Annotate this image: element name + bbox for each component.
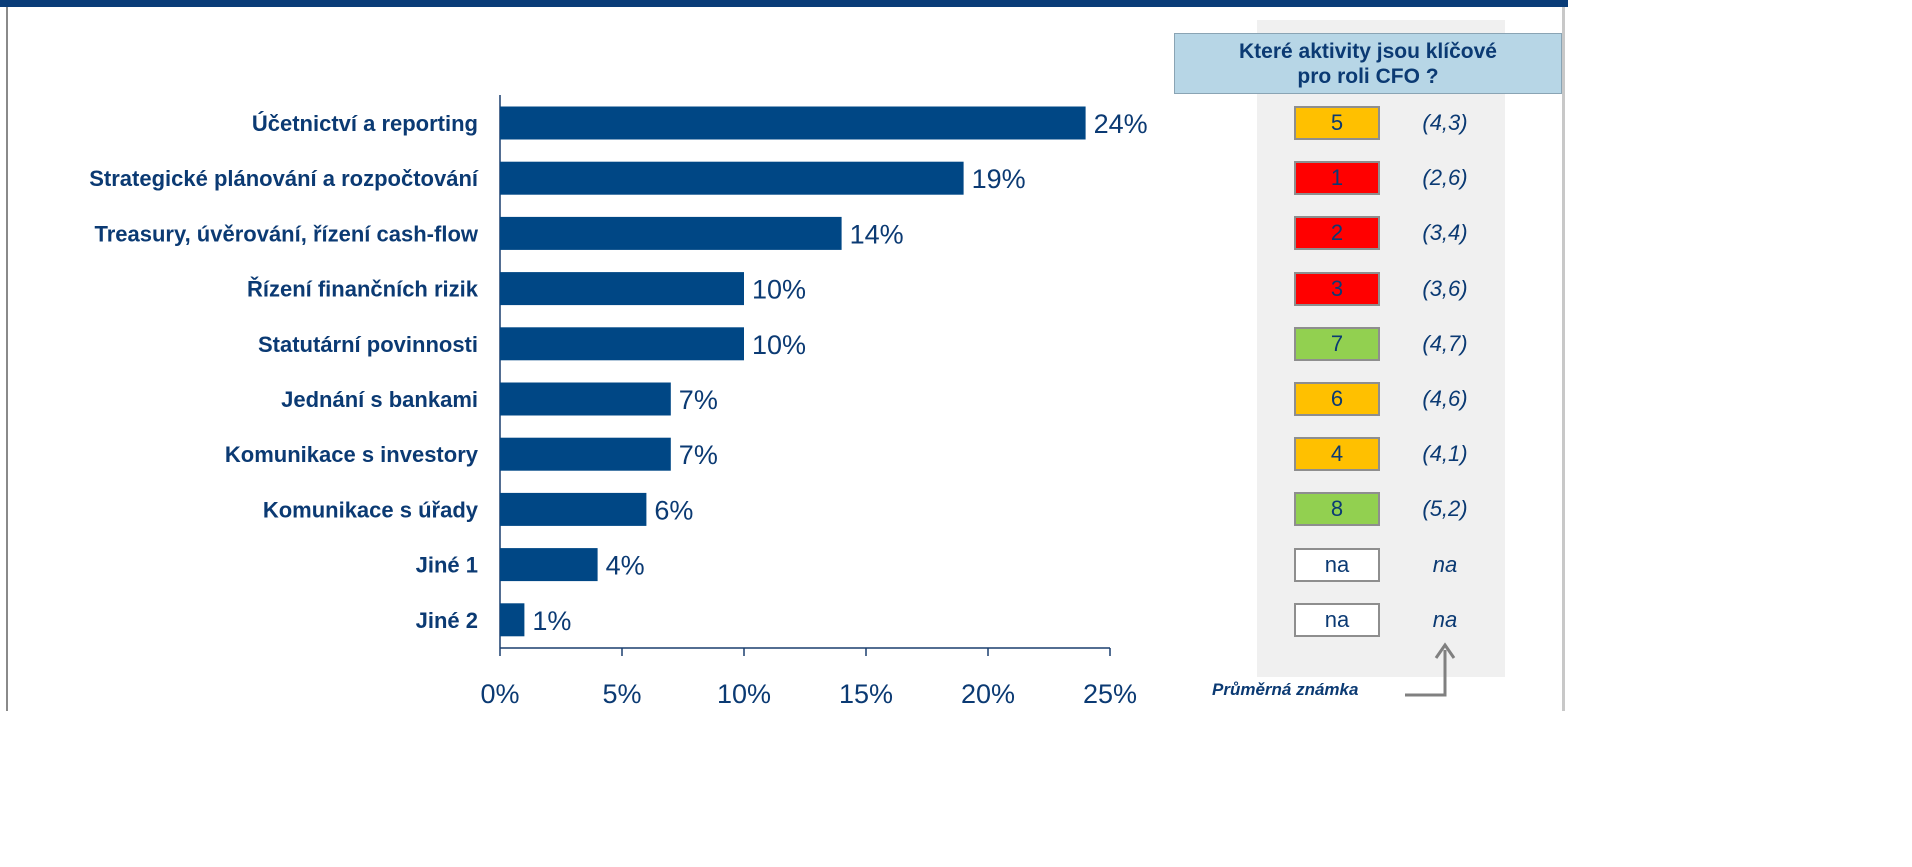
bar-value-label: 7% <box>679 440 718 470</box>
category-label: Řízení finančních rizik <box>247 277 479 302</box>
bar-value-label: 7% <box>679 385 718 415</box>
x-tick-label: 20% <box>961 679 1015 709</box>
average-grade-value: (5,2) <box>1422 496 1468 522</box>
average-grade-value: na <box>1432 606 1458 632</box>
x-tick-label: 10% <box>717 679 771 709</box>
average-grade-value: na <box>1432 551 1458 577</box>
top-banner-strip <box>0 0 1568 7</box>
side-panel-header: Které aktivity jsou klíčové pro roli CFO… <box>1174 33 1562 94</box>
category-label: Komunikace s úřady <box>263 497 479 522</box>
category-label: Statutární povinnosti <box>258 332 478 357</box>
footnote-arrow-icon <box>1405 642 1456 697</box>
x-tick-label: 25% <box>1083 679 1137 709</box>
bar-chart: 0% 5% 10% 15% 20% 25% Účetnictví a reporting 24… <box>89 95 1148 709</box>
bar <box>500 382 671 416</box>
rank-box: 4 <box>1294 437 1380 472</box>
bar <box>500 437 671 471</box>
bar <box>500 216 842 250</box>
bar <box>500 161 964 195</box>
category-label: Účetnictví a reporting <box>252 111 478 136</box>
bar <box>500 548 598 582</box>
x-tick-label: 15% <box>839 679 893 709</box>
bar <box>500 272 744 306</box>
rank-box: 7 <box>1294 326 1380 361</box>
rank-box: na <box>1294 602 1380 637</box>
rank-box: 1 <box>1294 161 1380 196</box>
bar <box>500 327 744 361</box>
rank-box: 3 <box>1294 271 1380 306</box>
average-grade-footnote: Průměrná známka <box>1212 680 1359 699</box>
rank-box: na <box>1294 547 1380 582</box>
bar-value-label: 10% <box>752 330 806 360</box>
average-grade-value: (2,6) <box>1422 165 1468 191</box>
bar-value-label: 1% <box>532 606 571 636</box>
bar <box>500 106 1086 140</box>
bar <box>500 492 647 526</box>
bar-value-label: 6% <box>654 495 693 525</box>
bar-value-label: 19% <box>972 164 1026 194</box>
average-grade-value: (3,6) <box>1422 275 1468 301</box>
right-frame-line <box>1562 7 1565 711</box>
rank-box: 8 <box>1294 492 1380 527</box>
bar-value-label: 4% <box>606 551 645 581</box>
bar-value-label: 10% <box>752 275 806 305</box>
average-grade-value: (4,7) <box>1422 330 1468 356</box>
category-label: Strategické plánování a rozpočtování <box>89 166 479 191</box>
category-label: Jiné 2 <box>416 608 478 633</box>
x-tick-label: 5% <box>602 679 641 709</box>
rank-box: 2 <box>1294 216 1380 251</box>
average-grade-value: (4,3) <box>1422 110 1468 135</box>
x-tick-label: 0% <box>480 679 519 709</box>
category-label: Jednání s bankami <box>281 387 478 412</box>
average-grade-value: (4,6) <box>1422 386 1468 411</box>
average-grade-value: (4,1) <box>1422 441 1468 467</box>
category-label: Treasury, úvěrování, řízení cash-flow <box>94 221 478 246</box>
category-label: Komunikace s investory <box>225 442 479 467</box>
average-grade-value: (3,4) <box>1422 220 1468 246</box>
rank-box: 5 <box>1294 106 1380 140</box>
rank-box: 6 <box>1294 382 1380 416</box>
bar-value-label: 24% <box>1094 109 1148 139</box>
left-frame-line <box>6 7 8 711</box>
bar <box>500 603 525 637</box>
category-label: Jiné 1 <box>416 553 478 578</box>
bar-value-label: 14% <box>850 219 904 249</box>
